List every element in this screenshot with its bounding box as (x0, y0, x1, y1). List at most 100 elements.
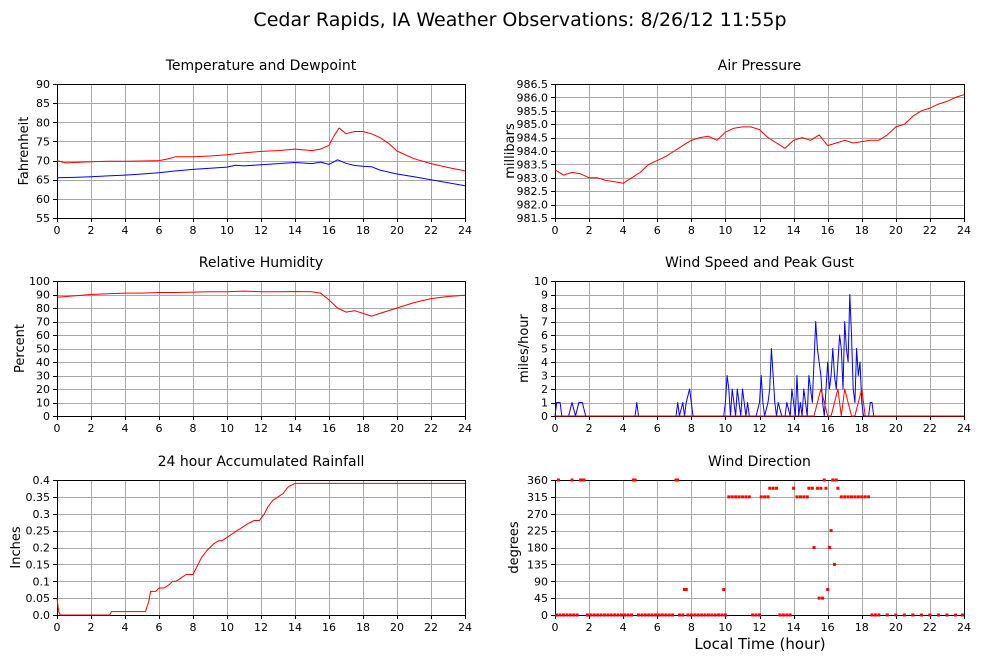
direction-point (630, 613, 634, 617)
wind-x-tick-label: 0 (552, 422, 559, 435)
direction-point (936, 613, 940, 617)
direction-point (592, 613, 596, 617)
direction-point (657, 613, 661, 617)
direction-point (839, 495, 843, 499)
rain-x-tick-label: 14 (288, 621, 302, 634)
direction-point (821, 596, 825, 600)
rain-x-tick-label: 2 (88, 621, 95, 634)
direction-point (585, 613, 589, 617)
direction-y-tick-label: 360 (527, 474, 548, 487)
direction-point (824, 486, 828, 490)
direction-point (558, 613, 562, 617)
wind-x-tick-label: 24 (957, 422, 971, 435)
pressure-x-tick-label: 20 (889, 224, 903, 237)
pressure-y-axis-label: millibars (503, 123, 518, 179)
direction-point (619, 613, 623, 617)
direction-point (677, 613, 681, 617)
wind-x-tick-label: 10 (718, 422, 732, 435)
humidity-y-tick-label: 60 (36, 329, 50, 342)
direction-point (850, 495, 854, 499)
direction-point (606, 613, 610, 617)
direction-point (633, 478, 637, 482)
humidity-x-tick-label: 22 (424, 422, 438, 435)
wind-y-tick-label: 3 (541, 370, 548, 383)
temp-x-tick-label: 18 (356, 224, 370, 237)
rain-y-tick-label: 0.0 (33, 609, 51, 622)
rain-y-tick-label: 0.2 (33, 542, 51, 555)
direction-point (671, 613, 675, 617)
direction-x-tick-label: 12 (753, 621, 767, 634)
page-title: Cedar Rapids, IA Weather Observations: 8… (253, 9, 786, 31)
direction-point (911, 613, 915, 617)
temp-y-tick-label: 60 (36, 193, 50, 206)
humidity-x-tick-label: 0 (54, 422, 61, 435)
wind-y-tick-label: 7 (541, 316, 548, 329)
direction-point (580, 478, 584, 482)
wind-y-tick-label: 2 (541, 383, 548, 396)
direction-point (744, 495, 748, 499)
direction-point (562, 613, 566, 617)
pressure-y-tick-label: 986.5 (517, 78, 549, 91)
pressure-y-tick-label: 983.5 (517, 158, 549, 171)
direction-point (676, 478, 680, 482)
direction-y-tick-label: 0 (541, 609, 548, 622)
direction-point (807, 486, 811, 490)
humidity-x-tick-label: 4 (122, 422, 129, 435)
wind-y-tick-label: 1 (541, 397, 548, 410)
pressure-pressure-line (554, 94, 965, 184)
rain-y-tick-label: 0.25 (26, 525, 51, 538)
humidity-y-tick-label: 40 (36, 356, 50, 369)
direction-x-tick-label: 24 (957, 621, 971, 634)
direction-point (626, 613, 630, 617)
direction-point (829, 529, 833, 533)
direction-point (565, 613, 569, 617)
direction-y-tick-label: 225 (527, 525, 548, 538)
pressure-y-tick-label: 983.0 (517, 172, 549, 185)
direction-point (843, 495, 847, 499)
pressure-x-tick-label: 18 (855, 224, 869, 237)
direction-point (832, 562, 836, 566)
wind-y-axis-label: miles/hour (517, 313, 532, 382)
temp-dewpoint-line (56, 159, 466, 187)
direction-point (853, 495, 857, 499)
direction-point (706, 613, 710, 617)
pressure-x-tick-label: 12 (753, 224, 767, 237)
temp-y-tick-label: 80 (36, 116, 50, 129)
direction-point (579, 478, 583, 482)
temp-y-tick-label: 55 (36, 212, 50, 225)
direction-point (710, 613, 714, 617)
direction-point (717, 613, 721, 617)
temp-x-tick-label: 24 (458, 224, 472, 237)
wind-x-tick-label: 6 (654, 422, 661, 435)
direction-point (834, 478, 838, 482)
pressure-x-tick-label: 0 (552, 224, 559, 237)
rain-y-tick-label: 0.1 (33, 575, 51, 588)
pressure-x-tick-label: 14 (787, 224, 801, 237)
wind-y-tick-label: 9 (541, 289, 548, 302)
direction-point (945, 613, 949, 617)
pressure-y-tick-label: 982.5 (517, 185, 549, 198)
direction-point (555, 613, 559, 617)
direction-x-tick-label: 18 (855, 621, 869, 634)
wind-x-tick-label: 12 (753, 422, 767, 435)
direction-point (737, 495, 741, 499)
rain-y-tick-label: 0.05 (26, 592, 51, 605)
direction-point (596, 613, 600, 617)
direction-point (667, 613, 671, 617)
humidity-y-tick-label: 10 (36, 397, 50, 410)
wind-x-tick-label: 8 (688, 422, 695, 435)
wind-x-tick-label: 18 (855, 422, 869, 435)
temp-x-tick-label: 4 (122, 224, 129, 237)
direction-point (763, 495, 767, 499)
humidity-y-tick-label: 100 (29, 275, 50, 288)
humidity-x-tick-label: 14 (288, 422, 302, 435)
direction-point (602, 613, 606, 617)
direction-point (613, 613, 617, 617)
direction-point (616, 613, 620, 617)
temp-y-axis-label: Fahrenheit (17, 117, 32, 186)
